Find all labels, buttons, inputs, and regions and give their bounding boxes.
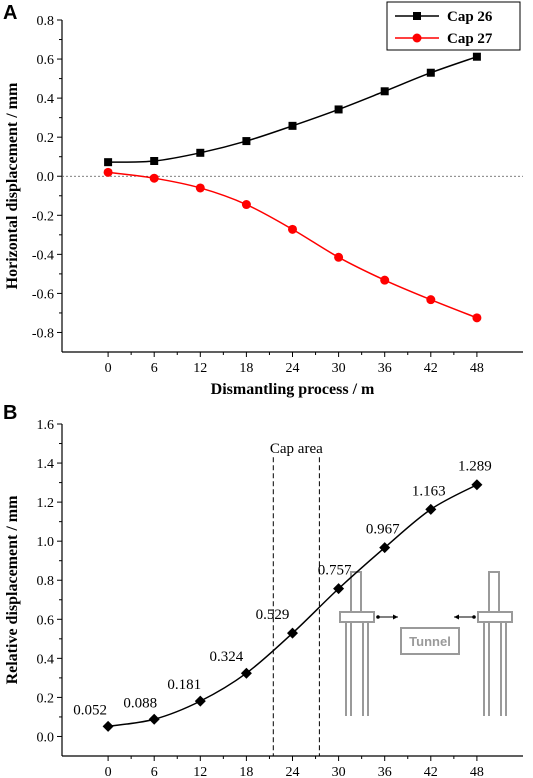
x-tick-label: 12 [193, 765, 207, 778]
panel-label: A [3, 2, 17, 24]
tunnel-schematic: Tunnel [339, 571, 513, 716]
y-tick-label: 1.6 [37, 418, 55, 433]
x-tick-label: 30 [332, 765, 346, 778]
legend-label: Cap 27 [447, 31, 493, 47]
data-label: 0.529 [256, 607, 290, 623]
x-axis-title: Dismantling process / m [211, 381, 375, 398]
y-tick-label: 0.2 [37, 131, 55, 146]
series-line [108, 56, 478, 163]
data-label: 0.052 [73, 702, 107, 718]
series-cap-26 [104, 52, 481, 167]
data-point [288, 224, 297, 234]
y-tick-label: 1.2 [37, 496, 55, 511]
data-point [148, 713, 160, 725]
data-point [334, 252, 344, 262]
data-label: 0.088 [123, 695, 157, 711]
y-tick-label: 0.8 [37, 574, 55, 589]
data-point [471, 479, 483, 491]
x-tick-label: 0 [105, 765, 112, 778]
data-point [241, 200, 251, 210]
x-tick-label: 24 [286, 361, 300, 376]
x-tick-label: 6 [151, 361, 158, 376]
data-point [104, 158, 113, 167]
y-tick-label: 0.2 [37, 691, 55, 706]
x-tick-label: 42 [424, 765, 438, 778]
data-label: 0.181 [167, 677, 201, 693]
y-tick-label: 0.8 [37, 14, 55, 29]
x-tick-label: 42 [424, 361, 438, 376]
x-tick-label: 24 [286, 765, 300, 778]
x-tick-label: 30 [332, 361, 346, 376]
y-tick-label: 0.6 [37, 613, 55, 628]
data-label: 0.324 [210, 649, 244, 665]
y-axis-title: Relative displacement / mm [4, 495, 21, 685]
data-point [288, 121, 297, 130]
x-tick-label: 48 [470, 765, 484, 778]
legend-marker [412, 33, 422, 43]
series-cap-27 [103, 167, 482, 323]
data-point [195, 183, 205, 193]
y-axis-title: Horizontal displacement / mm [4, 82, 21, 289]
x-tick-label: 18 [239, 765, 253, 778]
x-tick-label: 18 [239, 361, 253, 376]
data-point [196, 148, 205, 157]
data-label: 1.289 [458, 459, 492, 475]
y-tick-label: -0.8 [32, 326, 54, 341]
y-tick-label: 0.0 [37, 170, 55, 185]
data-point [472, 313, 482, 323]
data-point [102, 720, 114, 732]
data-point [380, 275, 390, 285]
tunnel-label: Tunnel [409, 634, 451, 649]
data-point [240, 667, 252, 679]
data-point [380, 87, 389, 96]
data-point [149, 173, 159, 183]
data-point [472, 52, 481, 61]
data-label: 0.757 [318, 563, 352, 579]
x-tick-label: 36 [378, 361, 392, 376]
y-tick-label: 0.4 [37, 92, 55, 107]
data-point [194, 695, 206, 707]
x-tick-label: 48 [470, 361, 484, 376]
data-point [150, 157, 159, 166]
panel-label: B [3, 402, 17, 424]
data-point [379, 542, 391, 554]
data-point [287, 627, 298, 639]
x-tick-label: 0 [105, 361, 112, 376]
x-tick-label: 12 [193, 361, 207, 376]
y-tick-label: 0.6 [37, 53, 55, 68]
legend-label: Cap 26 [447, 9, 493, 25]
legend-entry: Cap 27 [395, 31, 493, 47]
x-tick-label: 6 [151, 765, 158, 778]
data-label: 1.163 [412, 483, 446, 499]
legend-box [386, 1, 521, 51]
legend-entry: Cap 26 [395, 9, 493, 25]
y-tick-label: 0.4 [37, 652, 55, 667]
data-point [334, 105, 343, 114]
chart-panel-a: A -0.8 -0.6 -0.4 -0.2 0.0 0.2 0.4 0.6 0.8 0 6 12 18 24… [3, 1, 523, 398]
legend: Cap 26 Cap 27 [386, 1, 521, 51]
data-point [103, 167, 113, 177]
data-point [242, 137, 251, 146]
series-relative-displacement: 0.052 0.088 0.181 0.324 0.529 0.757 0.967 1.163… [73, 459, 492, 732]
data-point [426, 295, 436, 305]
data-label: 0.967 [366, 522, 400, 538]
legend-marker [413, 12, 421, 20]
data-point [425, 503, 437, 515]
chart-panel-b: B 0.0 0.2 0.4 0.6 0.8 1.0 1.2 1.4 1.6 0 6 12 18 24 30 36… [3, 402, 523, 778]
y-tick-label: 1.4 [37, 457, 55, 472]
series-line [108, 171, 478, 319]
y-tick-label: -0.6 [32, 287, 54, 302]
data-point [333, 583, 345, 595]
y-tick-label: 0.0 [37, 730, 55, 745]
y-tick-label: 1.0 [37, 535, 55, 550]
y-tick-label: -0.4 [32, 248, 54, 263]
data-point [426, 68, 435, 77]
series-line [107, 484, 478, 728]
y-tick-label: -0.2 [32, 209, 54, 224]
cap-area-label: Cap area [270, 441, 323, 457]
x-tick-label: 36 [378, 765, 392, 778]
